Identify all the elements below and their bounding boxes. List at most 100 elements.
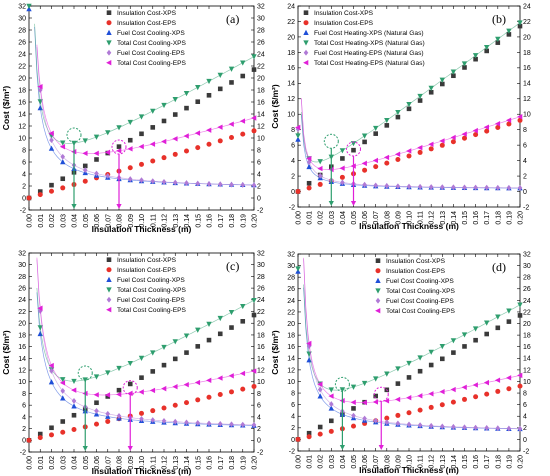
y-tick-label-right: 28 xyxy=(257,27,265,34)
data-point xyxy=(395,381,401,386)
legend-marker xyxy=(303,20,309,26)
x-tick-label: 0.03 xyxy=(60,456,67,470)
y-tick-label: 6 xyxy=(291,402,295,409)
data-point xyxy=(395,157,401,163)
data-point xyxy=(161,362,167,368)
chart-panel-b: 0.00 0.01 0.02 0.03 0.04 0.05 0.06 0.07 0.08 0.09… xyxy=(270,3,531,231)
data-point xyxy=(150,408,156,414)
y-tick-label: 32 xyxy=(287,251,295,258)
data-point xyxy=(306,185,312,191)
y-tick-label-right: 8 xyxy=(257,391,261,398)
data-point xyxy=(495,314,501,320)
data-point xyxy=(384,123,390,128)
data-point xyxy=(395,151,401,157)
data-point xyxy=(473,424,478,431)
data-point xyxy=(417,98,423,103)
data-point xyxy=(339,148,346,154)
data-point xyxy=(472,127,478,134)
series-line xyxy=(300,98,519,189)
y-tick-label: 2 xyxy=(291,173,295,180)
data-point xyxy=(172,136,178,142)
x-tick-label: 0.08 xyxy=(117,214,124,228)
y-tick-label-right: 24 xyxy=(257,297,265,304)
y-tick-label: 10 xyxy=(18,379,26,386)
x-tick-label: 0.12 xyxy=(162,214,169,228)
y-tick-label: 8 xyxy=(291,390,295,397)
data-point xyxy=(351,147,356,153)
data-point xyxy=(517,313,523,318)
data-point xyxy=(206,127,212,133)
data-point xyxy=(472,382,478,388)
y-tick-label-right: 22 xyxy=(523,309,531,316)
legend-marker xyxy=(375,297,381,304)
y-tick-label-right: 20 xyxy=(257,75,265,82)
data-point xyxy=(473,337,478,343)
data-point xyxy=(150,369,156,374)
x-tick-label: 0.08 xyxy=(384,211,391,225)
legend-marker xyxy=(106,307,112,313)
x-tick-label: 0.09 xyxy=(395,211,402,225)
data-point xyxy=(450,139,456,145)
y-tick-label: -2 xyxy=(289,448,295,455)
y-tick-label: 28 xyxy=(18,27,26,34)
data-point xyxy=(60,388,66,394)
data-point xyxy=(240,131,246,137)
legend-marker xyxy=(106,276,112,282)
x-tick-label: 0.17 xyxy=(484,211,491,225)
data-point xyxy=(362,139,367,145)
x-tick-label: 0.14 xyxy=(451,211,458,225)
legend-marker xyxy=(303,49,309,56)
x-tick-label: 0.12 xyxy=(429,455,436,469)
x-tick-label: 0.20 xyxy=(252,214,259,228)
data-point xyxy=(217,138,223,144)
data-point xyxy=(295,189,301,195)
y-tick-label-right: 2 xyxy=(523,173,527,180)
data-point xyxy=(138,143,144,150)
data-point xyxy=(116,144,122,149)
y-tick-label-right: 22 xyxy=(257,63,265,70)
data-point xyxy=(229,181,234,188)
data-point xyxy=(251,115,257,121)
data-point xyxy=(350,399,356,406)
y-tick-label-right: 20 xyxy=(523,34,531,41)
data-point xyxy=(395,412,401,418)
chart-panel-d: 0.00 0.01 0.02 0.03 0.04 0.05 0.06 0.07 0.08 0.09… xyxy=(270,251,531,475)
data-point xyxy=(395,396,401,403)
data-point xyxy=(372,157,378,164)
data-point xyxy=(461,332,468,338)
data-point xyxy=(494,121,501,127)
data-point xyxy=(104,392,111,398)
y-tick-label-right: 8 xyxy=(523,127,527,134)
data-point xyxy=(484,391,490,397)
data-point xyxy=(461,384,467,390)
y-tick-label: 12 xyxy=(287,96,295,103)
y-tick-label-right: 28 xyxy=(257,274,265,281)
x-tick-label: 0.14 xyxy=(451,455,458,469)
x-tick-label: 0.16 xyxy=(207,214,214,228)
legend-label: Fuel Cost Cooling-XPS xyxy=(117,277,185,284)
y-tick-label: 2 xyxy=(22,183,26,190)
data-point xyxy=(406,375,412,380)
y-tick-label-right: 12 xyxy=(257,123,265,130)
y-tick-label-right: 12 xyxy=(523,96,531,103)
y-tick-label-right: 0 xyxy=(257,195,261,202)
y-tick-label: 24 xyxy=(287,3,295,10)
data-point xyxy=(495,388,501,394)
data-point xyxy=(60,377,66,383)
optimum-circle xyxy=(66,127,82,143)
y-tick-label: 14 xyxy=(18,356,26,363)
data-point xyxy=(428,146,434,152)
legend-label: Insulation Cost-XPS xyxy=(386,258,446,265)
legend-label: Fuel Cost Cooling-XPS xyxy=(386,278,454,285)
data-point xyxy=(172,151,178,157)
data-point xyxy=(82,138,88,144)
data-point xyxy=(82,163,88,169)
y-tick-label-right: 26 xyxy=(257,286,265,293)
data-point xyxy=(495,36,501,42)
legend-label: Fuel Cost Cooling-EPS xyxy=(117,297,185,304)
data-point xyxy=(406,101,412,108)
data-point xyxy=(183,333,190,339)
y-axis-title: Cost ($/m²) xyxy=(1,330,11,375)
data-point xyxy=(71,412,77,418)
series-line xyxy=(34,23,254,144)
